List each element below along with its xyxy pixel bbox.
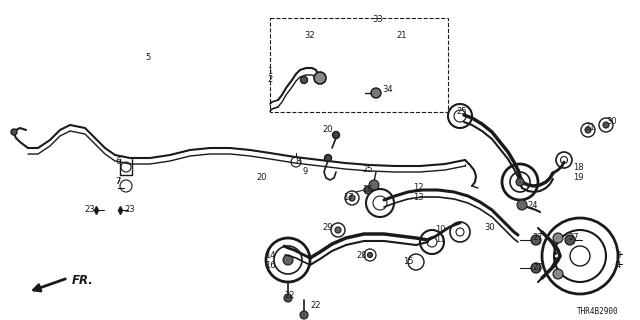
Text: 24: 24 bbox=[528, 201, 538, 210]
Circle shape bbox=[553, 269, 563, 279]
Text: 9: 9 bbox=[302, 167, 308, 177]
Bar bbox=[270, 18, 448, 112]
Text: 5: 5 bbox=[145, 53, 150, 62]
Text: 30: 30 bbox=[484, 223, 495, 233]
Circle shape bbox=[367, 252, 372, 258]
Text: 6: 6 bbox=[115, 157, 121, 166]
Circle shape bbox=[314, 72, 326, 84]
Circle shape bbox=[300, 311, 308, 319]
Text: 25: 25 bbox=[457, 108, 467, 116]
Text: 29: 29 bbox=[323, 223, 333, 233]
Circle shape bbox=[603, 122, 609, 128]
Text: 7: 7 bbox=[115, 178, 121, 187]
Circle shape bbox=[283, 255, 293, 265]
Text: 27: 27 bbox=[532, 263, 543, 273]
Circle shape bbox=[565, 235, 575, 245]
Text: 27: 27 bbox=[532, 234, 543, 243]
Text: 18: 18 bbox=[573, 164, 583, 172]
Text: 4: 4 bbox=[616, 260, 621, 269]
Circle shape bbox=[553, 233, 563, 243]
Text: 12: 12 bbox=[413, 183, 423, 193]
Circle shape bbox=[531, 235, 541, 245]
Circle shape bbox=[585, 127, 591, 133]
Text: THR4B2900: THR4B2900 bbox=[577, 308, 619, 316]
Text: 11: 11 bbox=[435, 236, 445, 244]
Circle shape bbox=[301, 76, 307, 84]
Text: 34: 34 bbox=[383, 85, 394, 94]
Text: 1: 1 bbox=[268, 68, 273, 76]
Text: FR.: FR. bbox=[72, 275, 93, 287]
Text: 27: 27 bbox=[569, 234, 579, 243]
Text: 21: 21 bbox=[397, 31, 407, 41]
Text: 33: 33 bbox=[372, 15, 383, 25]
Text: 8: 8 bbox=[295, 157, 301, 166]
Text: 14: 14 bbox=[265, 251, 275, 260]
Circle shape bbox=[324, 155, 332, 162]
Text: 2: 2 bbox=[268, 76, 273, 84]
Text: 20: 20 bbox=[323, 125, 333, 134]
Circle shape bbox=[284, 294, 292, 302]
Circle shape bbox=[335, 227, 341, 233]
Text: 17: 17 bbox=[342, 194, 353, 203]
Circle shape bbox=[516, 178, 524, 186]
Circle shape bbox=[364, 186, 372, 194]
Text: 22: 22 bbox=[285, 291, 295, 300]
Text: 30: 30 bbox=[607, 117, 618, 126]
Text: 19: 19 bbox=[573, 173, 583, 182]
Text: 22: 22 bbox=[311, 300, 321, 309]
Text: 31: 31 bbox=[585, 124, 595, 132]
Circle shape bbox=[531, 263, 541, 273]
Circle shape bbox=[349, 195, 355, 201]
Circle shape bbox=[517, 200, 527, 210]
Text: 16: 16 bbox=[265, 260, 275, 269]
Text: 20: 20 bbox=[257, 173, 268, 182]
Text: 28: 28 bbox=[356, 251, 367, 260]
Circle shape bbox=[333, 132, 339, 139]
Circle shape bbox=[371, 88, 381, 98]
Text: 3: 3 bbox=[615, 251, 621, 260]
Text: 26: 26 bbox=[363, 186, 373, 195]
Circle shape bbox=[11, 129, 17, 135]
Text: 23: 23 bbox=[84, 205, 95, 214]
Text: 23: 23 bbox=[125, 205, 135, 214]
Text: 15: 15 bbox=[403, 258, 413, 267]
Circle shape bbox=[369, 180, 379, 190]
Text: 13: 13 bbox=[413, 194, 423, 203]
Text: 10: 10 bbox=[435, 226, 445, 235]
Text: 25: 25 bbox=[363, 165, 373, 174]
Text: 32: 32 bbox=[305, 31, 316, 41]
